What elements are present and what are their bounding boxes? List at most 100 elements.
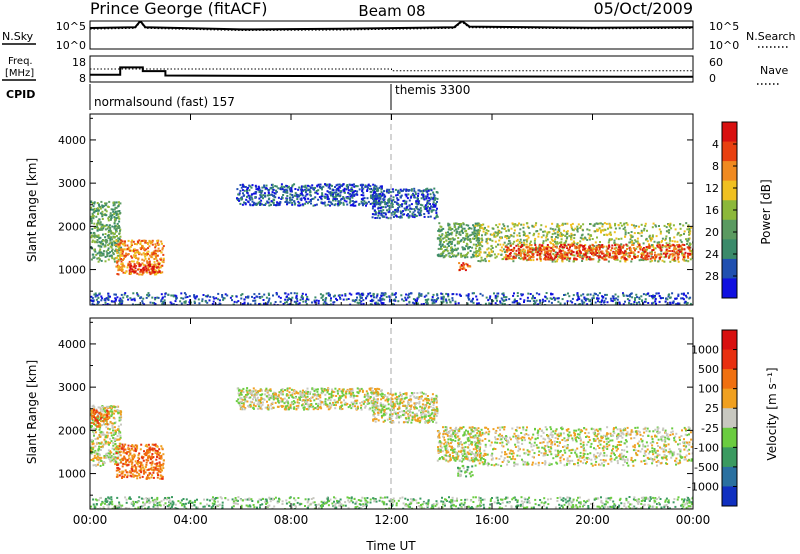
echo-cell <box>376 294 379 297</box>
echo-cell <box>392 196 395 199</box>
echo-cell <box>95 215 98 218</box>
echo-cell <box>121 243 124 246</box>
echo-cell <box>560 235 563 238</box>
echo-cell <box>684 256 686 259</box>
echo-cell <box>552 229 555 232</box>
echo-cell <box>128 260 131 263</box>
echo-cell <box>146 253 149 255</box>
echo-cell <box>455 248 458 251</box>
echo-cell <box>513 301 516 304</box>
echo-cell <box>91 302 94 305</box>
echo-cell <box>496 292 499 295</box>
echo-cell <box>106 239 109 242</box>
echo-cell <box>620 257 623 260</box>
echo-cell <box>456 240 459 243</box>
echo-cell <box>158 243 161 246</box>
echo-cell <box>118 462 120 465</box>
echo-cell <box>451 228 454 230</box>
echo-cell <box>349 193 352 195</box>
echo-cell <box>115 256 118 259</box>
echo-cell <box>286 203 288 206</box>
echo-cell <box>100 430 103 433</box>
echo-cell <box>675 303 678 305</box>
echo-cell <box>253 293 256 296</box>
echo-cell <box>237 193 240 196</box>
echo-cell <box>561 234 564 236</box>
echo-cell <box>93 209 96 212</box>
echo-cell <box>629 295 632 298</box>
echo-cell <box>346 196 349 198</box>
echo-cell <box>338 201 341 204</box>
echo-cell <box>686 246 689 249</box>
echo-cell <box>625 243 628 246</box>
echo-cell <box>111 456 114 459</box>
echo-cell <box>293 300 296 303</box>
echo-cell <box>604 254 607 257</box>
echo-cell <box>99 206 102 208</box>
echo-cell <box>594 248 597 250</box>
echo-cell <box>194 297 197 300</box>
echo-cell <box>577 303 580 305</box>
echo-cell <box>92 459 95 462</box>
echo-cell <box>425 188 428 191</box>
echo-cell <box>630 250 633 253</box>
echo-cell <box>133 297 136 300</box>
echo-cell <box>540 224 543 227</box>
echo-cell <box>324 204 327 207</box>
echo-cell <box>486 232 489 235</box>
echo-cell <box>249 195 252 198</box>
echo-cell <box>615 237 618 240</box>
echo-cell <box>252 299 255 302</box>
echo-cell <box>425 294 428 297</box>
echo-cell <box>634 299 636 301</box>
echo-cell <box>549 253 552 256</box>
echo-cell <box>103 250 105 253</box>
echo-cell <box>579 245 582 248</box>
echo-cell <box>628 299 631 302</box>
echo-cell <box>111 257 114 260</box>
echo-cell <box>442 300 445 303</box>
echo-cell <box>522 223 525 226</box>
echo-cell <box>628 241 631 244</box>
echo-cell <box>100 420 102 423</box>
echo-cell <box>107 249 110 251</box>
echo-cell <box>497 233 499 236</box>
echo-cell <box>280 185 283 188</box>
echo-cell <box>595 249 598 252</box>
echo-cell <box>97 234 100 237</box>
echo-cell <box>103 440 106 443</box>
echo-cell <box>635 240 638 243</box>
echo-cell <box>617 238 620 241</box>
echo-cell <box>96 425 98 428</box>
echo-cell <box>300 185 303 188</box>
echo-cell <box>573 257 576 260</box>
echo-cell <box>290 187 293 190</box>
echo-cell <box>356 190 359 193</box>
echo-cell <box>118 411 121 414</box>
echo-cell <box>272 186 274 189</box>
echo-cell <box>299 204 302 207</box>
echo-cell <box>106 436 109 439</box>
echo-cell <box>440 225 443 228</box>
echo-cell <box>101 405 104 408</box>
echo-cell <box>423 295 426 298</box>
echo-cell <box>306 298 308 301</box>
echo-cell <box>436 197 439 200</box>
echo-cell <box>354 300 357 303</box>
echo-cell <box>451 252 454 255</box>
echo-cell <box>610 249 613 252</box>
echo-cell <box>665 242 668 245</box>
echo-cell <box>111 413 114 416</box>
echo-cell <box>188 301 191 304</box>
echo-cell <box>408 214 411 217</box>
echo-cell <box>595 246 598 249</box>
echo-cell <box>534 224 537 227</box>
echo-cell <box>451 251 454 254</box>
echo-cell <box>267 191 270 194</box>
echo-cell <box>373 187 376 190</box>
echo-cell <box>119 297 122 300</box>
echo-cell <box>161 247 164 250</box>
echo-cell <box>141 262 144 265</box>
echo-cell <box>111 238 114 241</box>
echo-cell <box>90 208 93 211</box>
